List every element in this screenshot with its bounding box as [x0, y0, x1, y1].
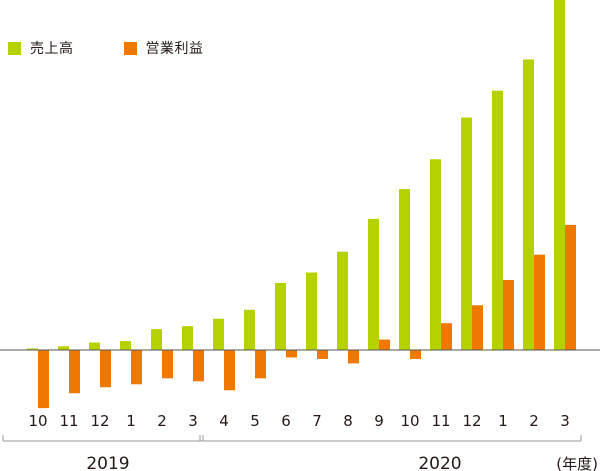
x-tick-label-17: 3 — [560, 412, 570, 430]
sales-bar-15 — [492, 90, 503, 351]
sales-bar-4 — [151, 329, 162, 350]
x-tick-label-12: 10 — [400, 412, 419, 430]
x-tick-label-1: 11 — [59, 412, 78, 430]
profit-bar-4 — [162, 350, 173, 379]
profit-bar-12 — [410, 350, 421, 359]
legend-item-sales: 売上高 — [8, 38, 74, 58]
profit-bar-14 — [472, 305, 483, 350]
sales-bar-9 — [306, 272, 317, 350]
legend-label-sales: 売上高 — [30, 41, 74, 57]
profit-bar-13 — [441, 323, 452, 350]
profit-bar-2 — [100, 350, 111, 388]
sales-bar-1 — [58, 346, 69, 350]
sales-bar-10 — [337, 251, 348, 350]
x-axis-unit-label: (年度) — [556, 455, 598, 471]
x-tick-label-3: 1 — [126, 412, 136, 430]
profit-bar-15 — [503, 279, 514, 350]
x-tick-label-8: 6 — [281, 412, 291, 430]
sales-bar-7 — [244, 309, 255, 350]
legend-swatch-sales — [8, 41, 21, 55]
profit-bar-16 — [534, 254, 545, 350]
legend-label-operating-profit: 営業利益 — [145, 41, 204, 57]
sales-bar-0 — [27, 348, 38, 350]
x-tick-label-5: 3 — [188, 412, 198, 430]
sales-bar-12 — [399, 189, 410, 350]
sales-bar-8 — [275, 282, 286, 350]
sales-bar-17 — [554, 0, 565, 350]
profit-bar-7 — [255, 350, 266, 379]
x-tick-label-6: 4 — [219, 412, 229, 430]
x-tick-label-9: 7 — [312, 412, 322, 430]
x-tick-label-2: 12 — [90, 412, 109, 430]
profit-bar-0 — [38, 350, 49, 409]
sales-bar-11 — [368, 218, 379, 350]
sales-bar-6 — [213, 318, 224, 350]
year-label-2019: 2019 — [86, 454, 129, 471]
x-tick-label-16: 2 — [529, 412, 539, 430]
year-label-2020: 2020 — [418, 454, 461, 471]
sales-bar-16 — [523, 59, 534, 350]
profit-bar-3 — [131, 350, 142, 385]
profit-bar-8 — [286, 350, 297, 358]
chart-legend: 売上高 営業利益 — [8, 38, 254, 58]
x-tick-label-13: 11 — [431, 412, 450, 430]
profit-bar-17 — [565, 224, 576, 350]
profit-bar-1 — [69, 350, 80, 394]
x-tick-label-7: 5 — [250, 412, 260, 430]
sales-bar-2 — [89, 342, 100, 350]
sales-bar-5 — [182, 326, 193, 350]
legend-swatch-operating-profit — [123, 41, 137, 55]
sales-bar-13 — [430, 159, 441, 350]
x-tick-label-10: 8 — [343, 412, 353, 430]
profit-bar-9 — [317, 350, 328, 359]
x-tick-label-0: 10 — [28, 412, 47, 430]
profit-bar-10 — [348, 350, 359, 364]
sales-bar-14 — [461, 117, 472, 350]
legend-item-operating-profit: 営業利益 — [123, 38, 204, 58]
x-tick-label-14: 12 — [462, 412, 481, 430]
profit-bar-11 — [379, 339, 390, 350]
sales-bar-3 — [120, 341, 131, 350]
profit-bar-6 — [224, 350, 235, 391]
x-tick-label-4: 2 — [157, 412, 167, 430]
profit-bar-5 — [193, 350, 204, 382]
x-tick-label-11: 9 — [374, 412, 384, 430]
x-tick-label-15: 1 — [498, 412, 508, 430]
